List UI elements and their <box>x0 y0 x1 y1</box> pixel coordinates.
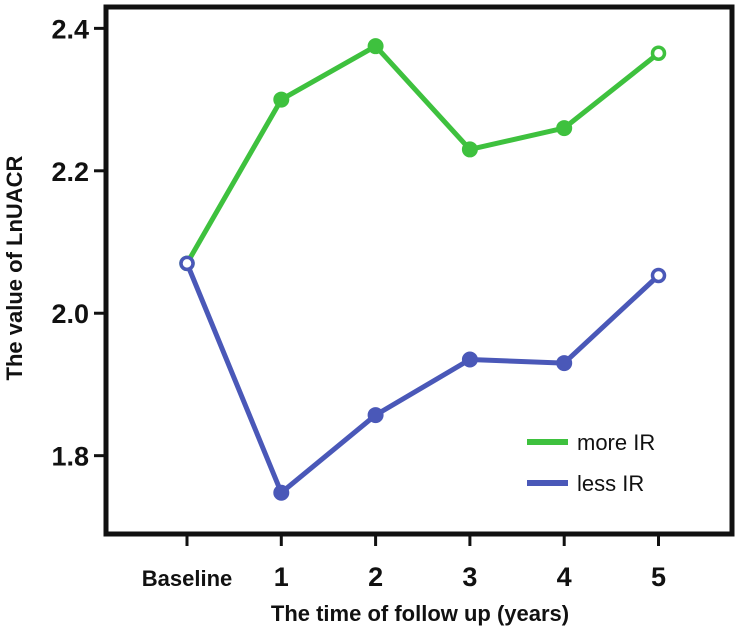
plot-frame <box>103 4 735 537</box>
x-tick-label: Baseline <box>142 566 233 591</box>
series-line-more-ir <box>184 43 661 266</box>
y-tick-label: 2.0 <box>51 299 89 329</box>
data-point-less-ir <box>367 407 384 424</box>
data-point-less-ir <box>461 351 478 368</box>
y-tick-label: 1.8 <box>51 442 89 472</box>
series-layer <box>179 38 667 501</box>
data-point-less-ir <box>179 255 195 272</box>
x-axis-label: The time of follow up (years) <box>271 601 569 626</box>
data-point-more-ir <box>461 141 478 158</box>
legend-label-less-ir: less IR <box>577 471 644 496</box>
y-axis-label: The value of LnUACR <box>2 155 27 380</box>
y-tick-label: 2.4 <box>51 14 89 44</box>
data-point-less-ir <box>273 484 290 501</box>
y-axis-ticks: 1.8 2.0 2.2 2.4 <box>51 14 106 472</box>
data-point-less-ir <box>650 267 667 284</box>
data-point-more-ir <box>367 38 384 55</box>
x-tick-label: 5 <box>651 562 666 592</box>
x-tick-label: 4 <box>557 562 572 592</box>
data-point-more-ir <box>273 91 290 108</box>
data-point-less-ir <box>556 355 573 372</box>
y-tick-label: 2.2 <box>51 157 89 187</box>
x-tick-label: 3 <box>462 562 477 592</box>
legend: more IR less IR <box>527 430 655 496</box>
legend-label-more-ir: more IR <box>577 430 655 455</box>
x-tick-label: 1 <box>274 562 289 592</box>
data-point-more-ir <box>556 120 573 137</box>
series-line-less-ir <box>184 260 661 496</box>
x-tick-label: 2 <box>368 562 383 592</box>
data-point-more-ir <box>650 45 667 62</box>
x-axis-ticks: Baseline 1 2 3 4 5 <box>142 534 666 592</box>
